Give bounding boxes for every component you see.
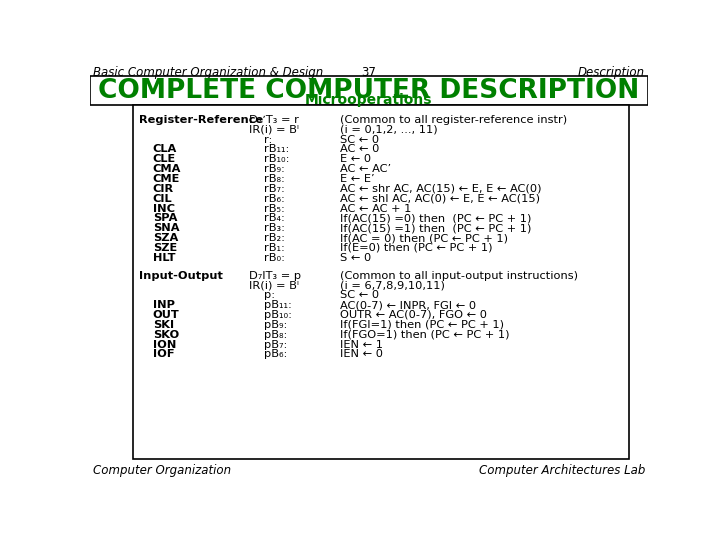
Text: (i = 6,7,8,9,10,11): (i = 6,7,8,9,10,11) — [341, 280, 445, 291]
Text: AC ← AC’: AC ← AC’ — [341, 164, 392, 174]
Text: D₇ʼT₃ = r: D₇ʼT₃ = r — [249, 115, 299, 125]
Text: AC(0-7) ← INPR, FGI ← 0: AC(0-7) ← INPR, FGI ← 0 — [341, 300, 477, 310]
Text: CLE: CLE — [153, 154, 176, 164]
Text: Microoperations: Microoperations — [305, 92, 433, 106]
Text: rB₄:: rB₄: — [264, 213, 285, 224]
Text: 37: 37 — [361, 66, 377, 79]
Bar — [132, 105, 629, 459]
Text: ION: ION — [153, 340, 176, 349]
Text: rB₉:: rB₉: — [264, 164, 285, 174]
Text: CMA: CMA — [153, 164, 181, 174]
Text: Description: Description — [577, 66, 645, 79]
Text: If(AC(15) =0) then  (PC ← PC + 1): If(AC(15) =0) then (PC ← PC + 1) — [341, 213, 531, 224]
Text: S ← 0: S ← 0 — [341, 253, 372, 263]
Text: rB₅:: rB₅: — [264, 204, 285, 213]
Text: SC ← 0: SC ← 0 — [341, 134, 379, 145]
Text: AC ← AC + 1: AC ← AC + 1 — [341, 204, 412, 213]
Text: CME: CME — [153, 174, 180, 184]
Text: IOF: IOF — [153, 349, 174, 360]
Text: r:: r: — [264, 134, 273, 145]
Text: If(FGI=1) then (PC ← PC + 1): If(FGI=1) then (PC ← PC + 1) — [341, 320, 504, 330]
Text: rB₁₁:: rB₁₁: — [264, 144, 289, 154]
Text: SZA: SZA — [153, 233, 178, 243]
Text: pB₁₀:: pB₁₀: — [264, 310, 292, 320]
Text: SKI: SKI — [153, 320, 174, 330]
Text: AC ← shl AC, AC(0) ← E, E ← AC(15): AC ← shl AC, AC(0) ← E, E ← AC(15) — [341, 194, 540, 204]
Text: rB₈:: rB₈: — [264, 174, 285, 184]
Text: CLA: CLA — [153, 144, 177, 154]
Text: OUT: OUT — [153, 310, 179, 320]
Text: rB₂:: rB₂: — [264, 233, 285, 243]
Text: rB₃:: rB₃: — [264, 223, 285, 233]
Text: (Common to all input-output instructions): (Common to all input-output instructions… — [341, 271, 578, 281]
Text: Computer Architectures Lab: Computer Architectures Lab — [479, 464, 645, 477]
Text: D₇IT₃ = p: D₇IT₃ = p — [249, 271, 301, 281]
Text: AC ← shr AC, AC(15) ← E, E ← AC(0): AC ← shr AC, AC(15) ← E, E ← AC(0) — [341, 184, 542, 194]
Text: CIR: CIR — [153, 184, 174, 194]
Text: OUTR ← AC(0-7), FGO ← 0: OUTR ← AC(0-7), FGO ← 0 — [341, 310, 487, 320]
Text: Basic Computer Organization & Design: Basic Computer Organization & Design — [93, 66, 323, 79]
Text: IR(i) = Bᴵ: IR(i) = Bᴵ — [249, 125, 299, 134]
Text: HLT: HLT — [153, 253, 175, 263]
Text: (Common to all register-reference instr): (Common to all register-reference instr) — [341, 115, 567, 125]
Text: SNA: SNA — [153, 223, 179, 233]
Bar — [90, 76, 648, 105]
Text: pB₁₁:: pB₁₁: — [264, 300, 292, 310]
Text: rB₁:: rB₁: — [264, 243, 285, 253]
Text: SKO: SKO — [153, 330, 179, 340]
Text: IEN ← 1: IEN ← 1 — [341, 340, 383, 349]
Text: IEN ← 0: IEN ← 0 — [341, 349, 383, 360]
Text: CIL: CIL — [153, 194, 172, 204]
Text: INP: INP — [153, 300, 175, 310]
Text: Computer Organization: Computer Organization — [93, 464, 231, 477]
Text: pB₇:: pB₇: — [264, 340, 288, 349]
Text: SPA: SPA — [153, 213, 177, 224]
Text: rB₇:: rB₇: — [264, 184, 285, 194]
Text: If(E=0) then (PC ← PC + 1): If(E=0) then (PC ← PC + 1) — [341, 243, 492, 253]
Text: pB₆:: pB₆: — [264, 349, 288, 360]
Text: Register-Reference: Register-Reference — [139, 115, 263, 125]
Text: Input-Output: Input-Output — [139, 271, 222, 281]
Text: COMPLETE COMPUTER DESCRIPTION: COMPLETE COMPUTER DESCRIPTION — [99, 78, 639, 104]
Text: SZE: SZE — [153, 243, 177, 253]
Text: rB₁₀:: rB₁₀: — [264, 154, 290, 164]
Text: AC ← 0: AC ← 0 — [341, 144, 379, 154]
Text: pB₈:: pB₈: — [264, 330, 288, 340]
Text: (i = 0,1,2, ..., 11): (i = 0,1,2, ..., 11) — [341, 125, 438, 134]
Text: E ← E’: E ← E’ — [341, 174, 375, 184]
Text: INC: INC — [153, 204, 175, 213]
Text: p:: p: — [264, 291, 276, 300]
Text: pB₉:: pB₉: — [264, 320, 288, 330]
Text: SC ← 0: SC ← 0 — [341, 291, 379, 300]
Text: If(FGO=1) then (PC ← PC + 1): If(FGO=1) then (PC ← PC + 1) — [341, 330, 510, 340]
Text: rB₆:: rB₆: — [264, 194, 285, 204]
Text: E ← 0: E ← 0 — [341, 154, 372, 164]
Text: If(AC(15) =1) then  (PC ← PC + 1): If(AC(15) =1) then (PC ← PC + 1) — [341, 223, 531, 233]
Text: IR(i) = Bᴵ: IR(i) = Bᴵ — [249, 280, 299, 291]
Text: rB₀:: rB₀: — [264, 253, 285, 263]
Text: If(AC = 0) then (PC ← PC + 1): If(AC = 0) then (PC ← PC + 1) — [341, 233, 508, 243]
